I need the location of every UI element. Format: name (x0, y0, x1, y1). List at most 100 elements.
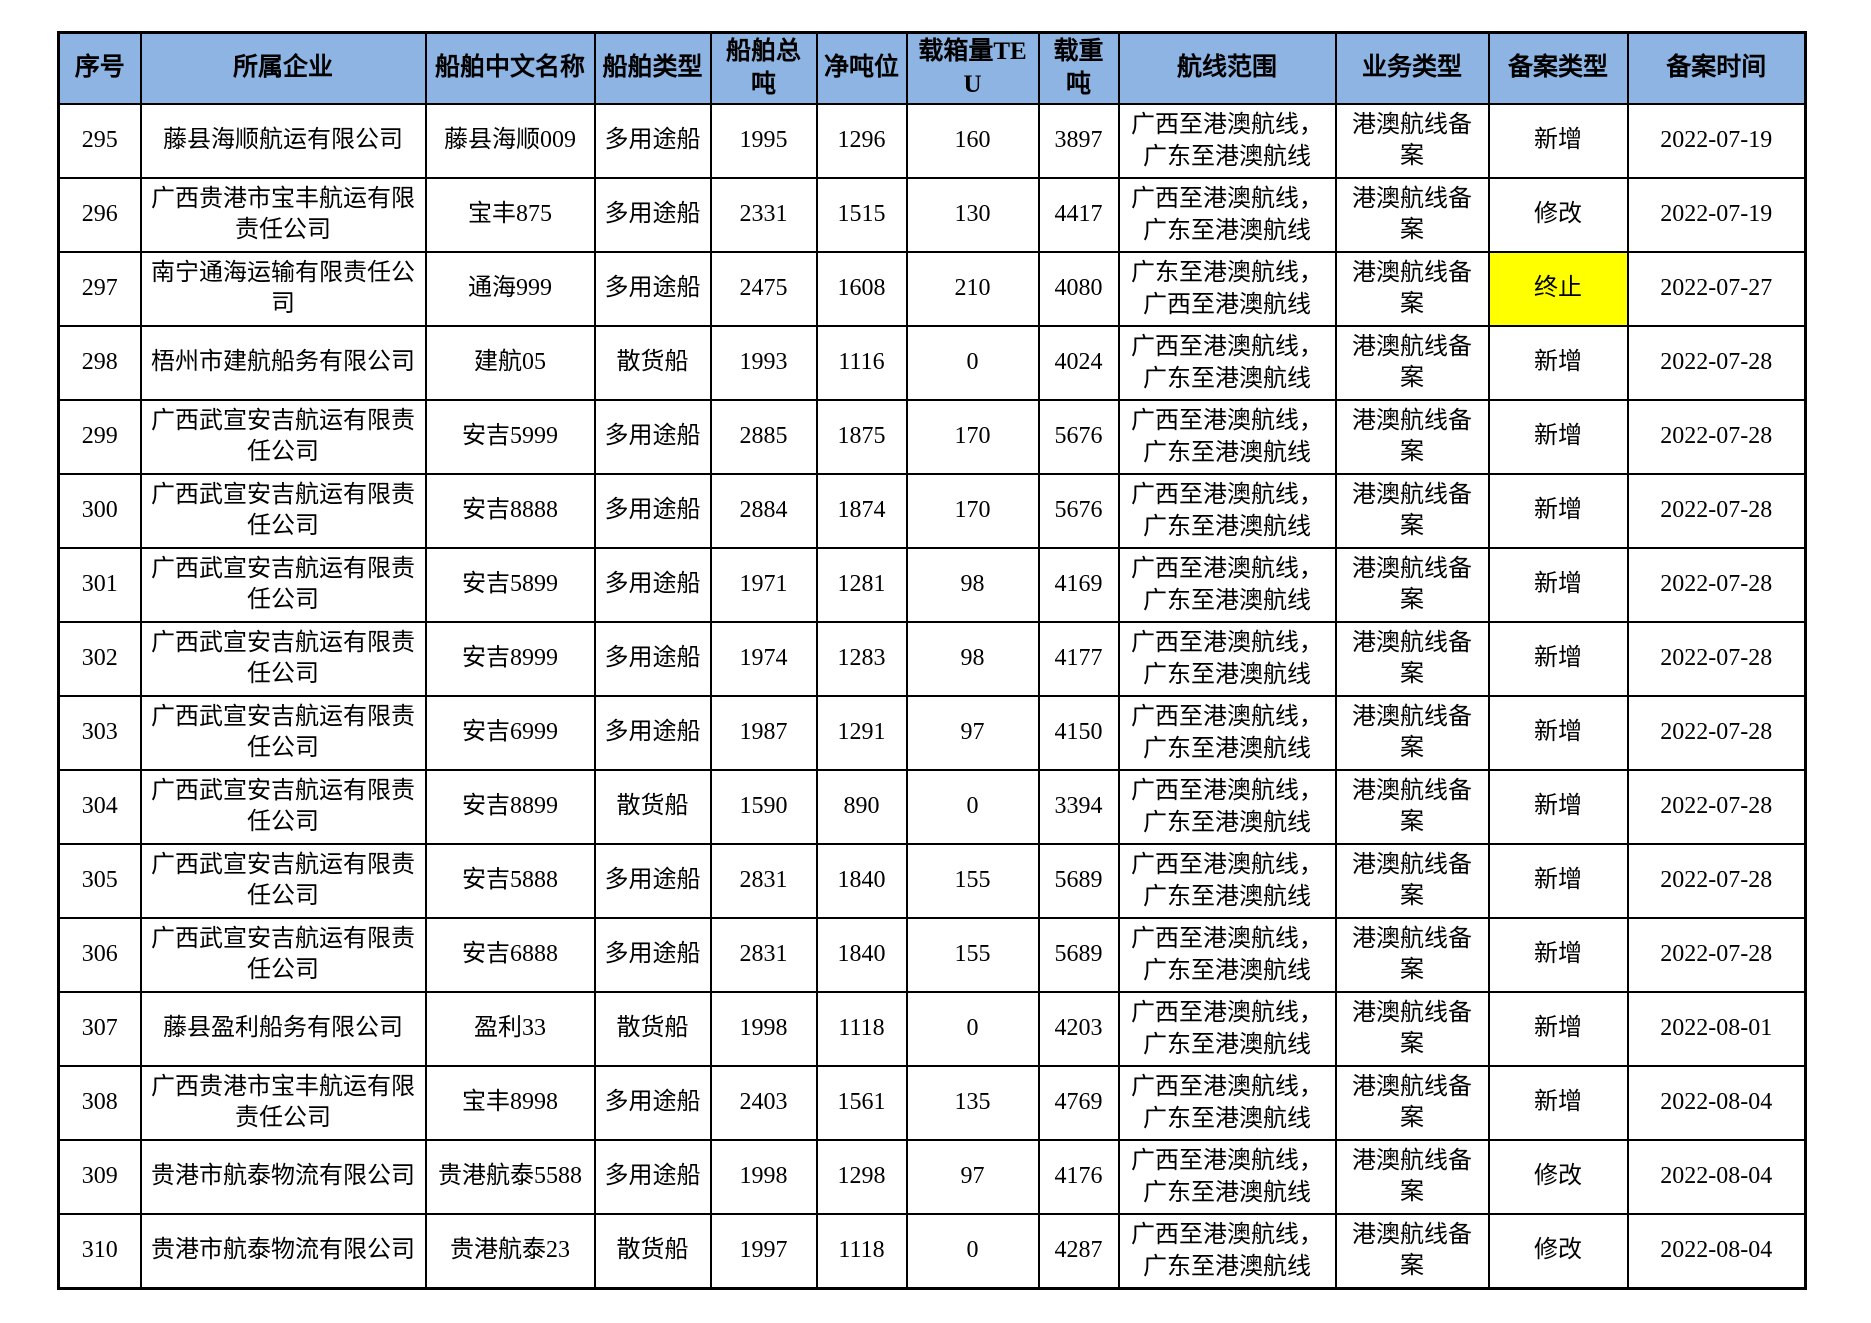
cell-deadweight: 4176 (1037, 1139, 1120, 1215)
cell-seq: 307 (57, 991, 142, 1067)
cell-company: 广西贵港市宝丰航运有限责任公司 (139, 177, 427, 253)
cell-route: 广西至港澳航线， 广东至港澳航线 (1117, 473, 1337, 549)
cell-deadweight: 4287 (1037, 1213, 1120, 1290)
cell-ship-type: 多用途船 (593, 177, 712, 253)
header-teu: 载箱量TEU (905, 31, 1040, 105)
cell-gross-tonnage: 1590 (709, 769, 818, 845)
cell-ship-type: 多用途船 (593, 399, 712, 475)
cell-ship-name: 贵港航泰23 (424, 1213, 596, 1290)
cell-business-type: 港澳航线备案 (1334, 917, 1490, 993)
cell-filing-date: 2022-08-04 (1626, 1139, 1807, 1215)
cell-seq: 299 (57, 399, 142, 475)
cell-seq: 310 (57, 1213, 142, 1290)
cell-net-tonnage: 1118 (815, 1213, 908, 1290)
cell-seq: 304 (57, 769, 142, 845)
cell-net-tonnage: 1283 (815, 621, 908, 697)
cell-net-tonnage: 1875 (815, 399, 908, 475)
table-row: 300 广西武宣安吉航运有限责任公司 安吉8888 多用途船 2884 1874 170 56… (57, 473, 1807, 549)
cell-route: 广西至港澳航线， 广东至港澳航线 (1117, 769, 1337, 845)
cell-ship-type: 多用途船 (593, 695, 712, 771)
cell-business-type: 港澳航线备案 (1334, 547, 1490, 623)
cell-filing-type: 修改 (1487, 1213, 1629, 1290)
header-seq: 序号 (57, 31, 142, 105)
cell-business-type: 港澳航线备案 (1334, 103, 1490, 179)
cell-company: 藤县海顺航运有限公司 (139, 103, 427, 179)
table-row: 306 广西武宣安吉航运有限责任公司 安吉6888 多用途船 2831 1840 155 56… (57, 917, 1807, 993)
cell-seq: 303 (57, 695, 142, 771)
cell-filing-type-highlighted: 终止 (1487, 251, 1629, 327)
cell-net-tonnage: 1281 (815, 547, 908, 623)
cell-net-tonnage: 1840 (815, 917, 908, 993)
cell-gross-tonnage: 2885 (709, 399, 818, 475)
cell-filing-date: 2022-08-04 (1626, 1213, 1807, 1290)
cell-company: 广西武宣安吉航运有限责任公司 (139, 547, 427, 623)
cell-ship-type: 多用途船 (593, 843, 712, 919)
cell-teu: 155 (905, 843, 1040, 919)
cell-ship-name: 安吉5888 (424, 843, 596, 919)
cell-filing-date: 2022-08-04 (1626, 1065, 1807, 1141)
cell-deadweight: 4417 (1037, 177, 1120, 253)
cell-teu: 0 (905, 991, 1040, 1067)
cell-teu: 210 (905, 251, 1040, 327)
cell-filing-type: 新增 (1487, 399, 1629, 475)
header-ship-name: 船舶中文名称 (424, 31, 596, 105)
cell-gross-tonnage: 1998 (709, 1139, 818, 1215)
cell-teu: 135 (905, 1065, 1040, 1141)
cell-filing-type: 新增 (1487, 473, 1629, 549)
cell-deadweight: 4150 (1037, 695, 1120, 771)
cell-gross-tonnage: 1987 (709, 695, 818, 771)
cell-seq: 296 (57, 177, 142, 253)
cell-deadweight: 3897 (1037, 103, 1120, 179)
cell-route: 广西至港澳航线， 广东至港澳航线 (1117, 621, 1337, 697)
cell-route: 广西至港澳航线， 广东至港澳航线 (1117, 991, 1337, 1067)
cell-net-tonnage: 1298 (815, 1139, 908, 1215)
cell-gross-tonnage: 2831 (709, 917, 818, 993)
cell-net-tonnage: 1296 (815, 103, 908, 179)
cell-ship-name: 安吉5999 (424, 399, 596, 475)
cell-filing-type: 新增 (1487, 917, 1629, 993)
cell-gross-tonnage: 1993 (709, 325, 818, 401)
cell-seq: 298 (57, 325, 142, 401)
cell-filing-type: 新增 (1487, 991, 1629, 1067)
cell-gross-tonnage: 2403 (709, 1065, 818, 1141)
cell-deadweight: 5676 (1037, 473, 1120, 549)
cell-filing-date: 2022-07-28 (1626, 325, 1807, 401)
cell-deadweight: 4769 (1037, 1065, 1120, 1141)
cell-deadweight: 4177 (1037, 621, 1120, 697)
cell-deadweight: 4080 (1037, 251, 1120, 327)
cell-teu: 130 (905, 177, 1040, 253)
cell-ship-name: 安吉8899 (424, 769, 596, 845)
cell-teu: 98 (905, 621, 1040, 697)
cell-gross-tonnage: 2884 (709, 473, 818, 549)
cell-ship-name: 通海999 (424, 251, 596, 327)
table-row: 303 广西武宣安吉航运有限责任公司 安吉6999 多用途船 1987 1291 97 415… (57, 695, 1807, 771)
cell-net-tonnage: 1561 (815, 1065, 908, 1141)
cell-company: 南宁通海运输有限责任公司 (139, 251, 427, 327)
cell-ship-type: 散货船 (593, 991, 712, 1067)
cell-company: 广西武宣安吉航运有限责任公司 (139, 769, 427, 845)
cell-ship-name: 安吉6999 (424, 695, 596, 771)
ship-filing-table: 序号 所属企业 船舶中文名称 船舶类型 船舶总吨 净吨位 载箱量TEU 载重吨 航线范围 业务类型… (57, 31, 1807, 1290)
cell-ship-type: 多用途船 (593, 621, 712, 697)
cell-ship-type: 多用途船 (593, 1065, 712, 1141)
cell-net-tonnage: 1874 (815, 473, 908, 549)
table-row: 295 藤县海顺航运有限公司 藤县海顺009 多用途船 1995 1296 160 3897 广… (57, 103, 1807, 179)
cell-route: 广西至港澳航线， 广东至港澳航线 (1117, 843, 1337, 919)
cell-deadweight: 4024 (1037, 325, 1120, 401)
cell-filing-type: 新增 (1487, 695, 1629, 771)
cell-deadweight: 3394 (1037, 769, 1120, 845)
cell-ship-name: 盈利33 (424, 991, 596, 1067)
cell-company: 贵港市航泰物流有限公司 (139, 1139, 427, 1215)
cell-ship-type: 多用途船 (593, 547, 712, 623)
header-company: 所属企业 (139, 31, 427, 105)
cell-ship-name: 安吉6888 (424, 917, 596, 993)
cell-ship-type: 多用途船 (593, 473, 712, 549)
cell-business-type: 港澳航线备案 (1334, 251, 1490, 327)
cell-teu: 0 (905, 325, 1040, 401)
cell-ship-type: 散货船 (593, 1213, 712, 1290)
cell-seq: 301 (57, 547, 142, 623)
table-row: 302 广西武宣安吉航运有限责任公司 安吉8999 多用途船 1974 1283 98 417… (57, 621, 1807, 697)
cell-company: 梧州市建航船务有限公司 (139, 325, 427, 401)
cell-business-type: 港澳航线备案 (1334, 473, 1490, 549)
cell-filing-type: 修改 (1487, 177, 1629, 253)
